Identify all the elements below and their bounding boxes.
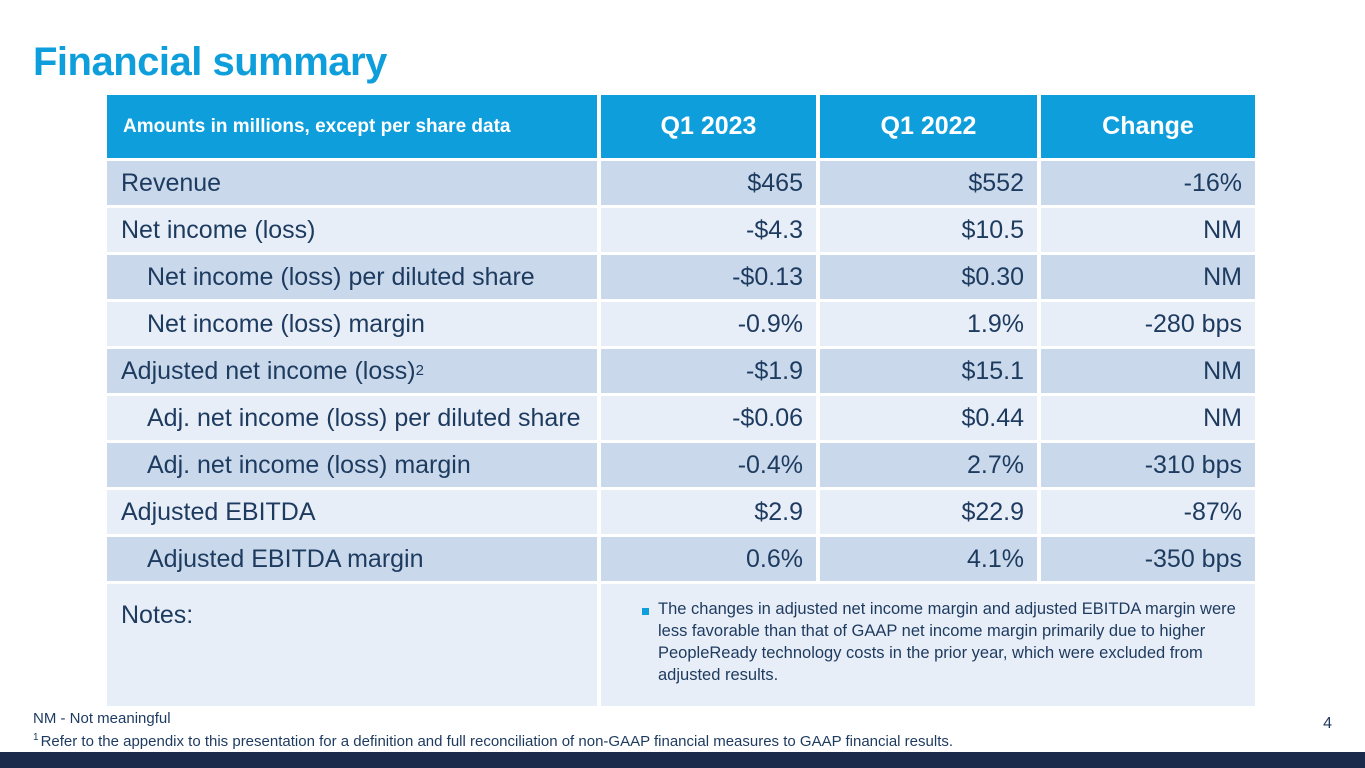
bottom-accent-bar xyxy=(0,752,1365,768)
table-cell-q1-2022: 1.9% xyxy=(820,302,1037,346)
table-cell-change: -350 bps xyxy=(1041,537,1255,581)
table-cell-change: NM xyxy=(1041,208,1255,252)
footnote-superscript: 1 xyxy=(33,732,39,743)
table-cell-q1-2022: 4.1% xyxy=(820,537,1037,581)
table-header-q1-2022: Q1 2022 xyxy=(820,95,1037,158)
table-cell-change: NM xyxy=(1041,349,1255,393)
table-cell-change: -16% xyxy=(1041,161,1255,205)
table-cell-q1-2023: -$0.13 xyxy=(601,255,816,299)
table-cell-q1-2023: -0.4% xyxy=(601,443,816,487)
table-row-label: Adjusted EBITDA xyxy=(107,490,597,534)
table-cell-q1-2023: -$0.06 xyxy=(601,396,816,440)
row-label-text: Net income (loss) per diluted share xyxy=(147,262,535,291)
table-header-change: Change xyxy=(1041,95,1255,158)
table-cell-q1-2023: -$4.3 xyxy=(601,208,816,252)
table-header-description: Amounts in millions, except per share da… xyxy=(107,95,597,158)
table-cell-q1-2022: $0.30 xyxy=(820,255,1037,299)
table-cell-q1-2022: $15.1 xyxy=(820,349,1037,393)
page-title: Financial summary xyxy=(33,40,387,84)
table-row-label: Net income (loss) xyxy=(107,208,597,252)
notes-label: Notes: xyxy=(107,584,597,706)
row-label-text: Net income (loss) xyxy=(121,215,316,244)
table-row-label: Net income (loss) margin xyxy=(107,302,597,346)
gaap-footnote-text: Refer to the appendix to this presentati… xyxy=(40,733,954,750)
table-cell-q1-2023: $2.9 xyxy=(601,490,816,534)
footnotes: NM - Not meaningful 1 Refer to the append… xyxy=(33,709,953,751)
table-cell-change: -87% xyxy=(1041,490,1255,534)
nm-definition: NM - Not meaningful xyxy=(33,710,171,727)
page-number: 4 xyxy=(1323,715,1332,732)
table-row-label: Net income (loss) per diluted share xyxy=(107,255,597,299)
row-label-text: Adj. net income (loss) per diluted share xyxy=(147,403,581,432)
row-label-text: Adjusted EBITDA xyxy=(121,497,316,526)
table-cell-change: -280 bps xyxy=(1041,302,1255,346)
row-label-text: Adjusted net income (loss) xyxy=(121,356,416,385)
table-cell-change: NM xyxy=(1041,255,1255,299)
table-cell-q1-2022: $10.5 xyxy=(820,208,1037,252)
square-bullet-icon xyxy=(642,608,649,615)
table-cell-change: NM xyxy=(1041,396,1255,440)
table-cell-q1-2022: $552 xyxy=(820,161,1037,205)
table-cell-change: -310 bps xyxy=(1041,443,1255,487)
table-cell-q1-2023: -0.9% xyxy=(601,302,816,346)
table-row-label: Adjusted EBITDA margin xyxy=(107,537,597,581)
table-cell-q1-2022: $22.9 xyxy=(820,490,1037,534)
table-row-label: Adj. net income (loss) margin xyxy=(107,443,597,487)
table-cell-q1-2022: 2.7% xyxy=(820,443,1037,487)
row-label-text: Revenue xyxy=(121,168,222,197)
table-row-label: Adjusted net income (loss) 2 xyxy=(107,349,597,393)
notes-body: The changes in adjusted net income margi… xyxy=(601,584,1255,706)
table-cell-q1-2022: $0.44 xyxy=(820,396,1037,440)
row-label-text: Adjusted EBITDA margin xyxy=(147,544,424,573)
table-header-q1-2023: Q1 2023 xyxy=(601,95,816,158)
table-cell-q1-2023: 0.6% xyxy=(601,537,816,581)
notes-bullet-text: The changes in adjusted net income margi… xyxy=(658,600,1236,684)
table-row-label: Revenue xyxy=(107,161,597,205)
gaap-footnote: 1 Refer to the appendix to this presentat… xyxy=(33,728,953,751)
table-cell-q1-2023: -$1.9 xyxy=(601,349,816,393)
financial-summary-table: Amounts in millions, except per share da… xyxy=(107,95,1255,706)
table-row-label: Adj. net income (loss) per diluted share xyxy=(107,396,597,440)
row-label-text: Net income (loss) margin xyxy=(147,309,425,338)
table-cell-q1-2023: $465 xyxy=(601,161,816,205)
row-label-text: Adj. net income (loss) margin xyxy=(147,450,471,479)
